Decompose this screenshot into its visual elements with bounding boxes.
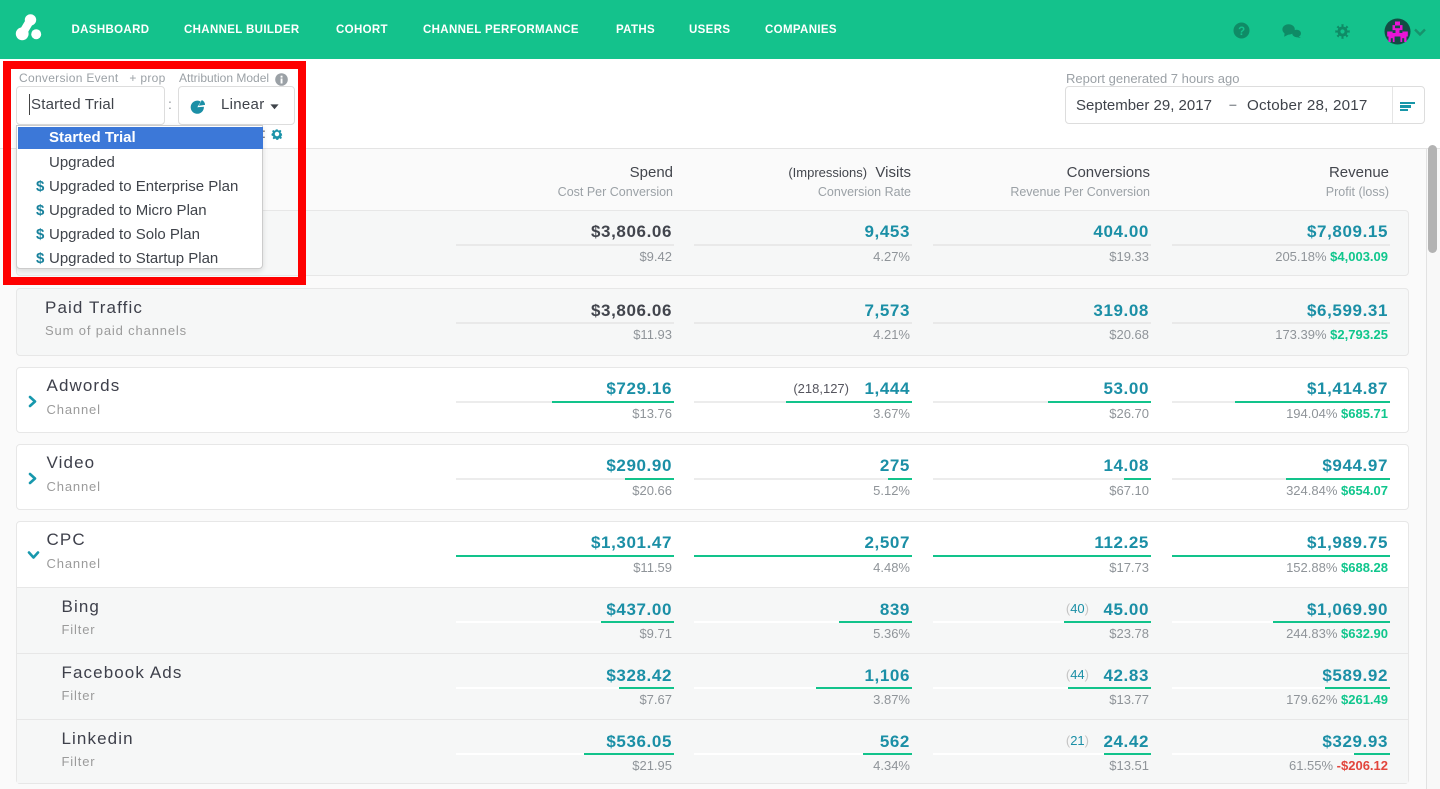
- svg-text:?: ?: [1238, 26, 1245, 38]
